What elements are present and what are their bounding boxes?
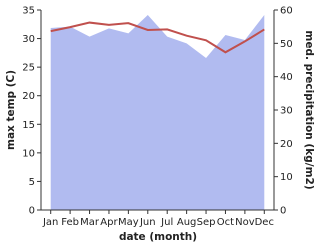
- y-axis-label: max temp (C): [5, 70, 17, 150]
- x-tick-label: Nov: [235, 217, 255, 228]
- y-tick-label: 10: [22, 148, 35, 159]
- y2-tick-label: 0: [280, 206, 286, 217]
- precipitation-area: [50, 15, 265, 210]
- y-tick-label: 25: [22, 63, 35, 74]
- y-tick-label: 5: [29, 177, 35, 188]
- y2-axis-label: med. precipitation (kg/m2): [303, 30, 315, 189]
- y2-tick-label: 20: [280, 139, 293, 150]
- x-tick-label: Sep: [197, 217, 216, 228]
- x-tick-label: Jan: [42, 217, 58, 228]
- y-tick-label: 0: [29, 206, 35, 217]
- y2-tick-label: 60: [280, 6, 293, 17]
- chart: date (month) max temp (C) med. precipita…: [5, 6, 315, 244]
- x-tick-label: May: [118, 217, 139, 228]
- x-tick-label: Apr: [100, 217, 118, 228]
- temperature-line: [50, 21, 265, 54]
- y-tick-label: 35: [22, 6, 35, 17]
- x-tick-label: Mar: [80, 217, 100, 228]
- y2-tick-label: 40: [280, 72, 293, 83]
- y-tick-label: 15: [22, 120, 35, 131]
- x-tick-label: Jun: [139, 217, 156, 228]
- x-tick-label: Oct: [217, 217, 234, 228]
- y-tick-label: 30: [22, 34, 35, 45]
- x-tick-label: Feb: [61, 217, 79, 228]
- x-axis-label: date (month): [119, 231, 197, 243]
- x-tick-label: Dec: [255, 217, 274, 228]
- y2-tick-label: 50: [280, 39, 293, 50]
- y2-tick-label: 30: [280, 106, 293, 117]
- x-tick-label: Jul: [160, 217, 173, 228]
- y-tick-label: 20: [22, 91, 35, 102]
- x-tick-label: Aug: [177, 217, 197, 228]
- y2-tick-label: 10: [280, 172, 293, 183]
